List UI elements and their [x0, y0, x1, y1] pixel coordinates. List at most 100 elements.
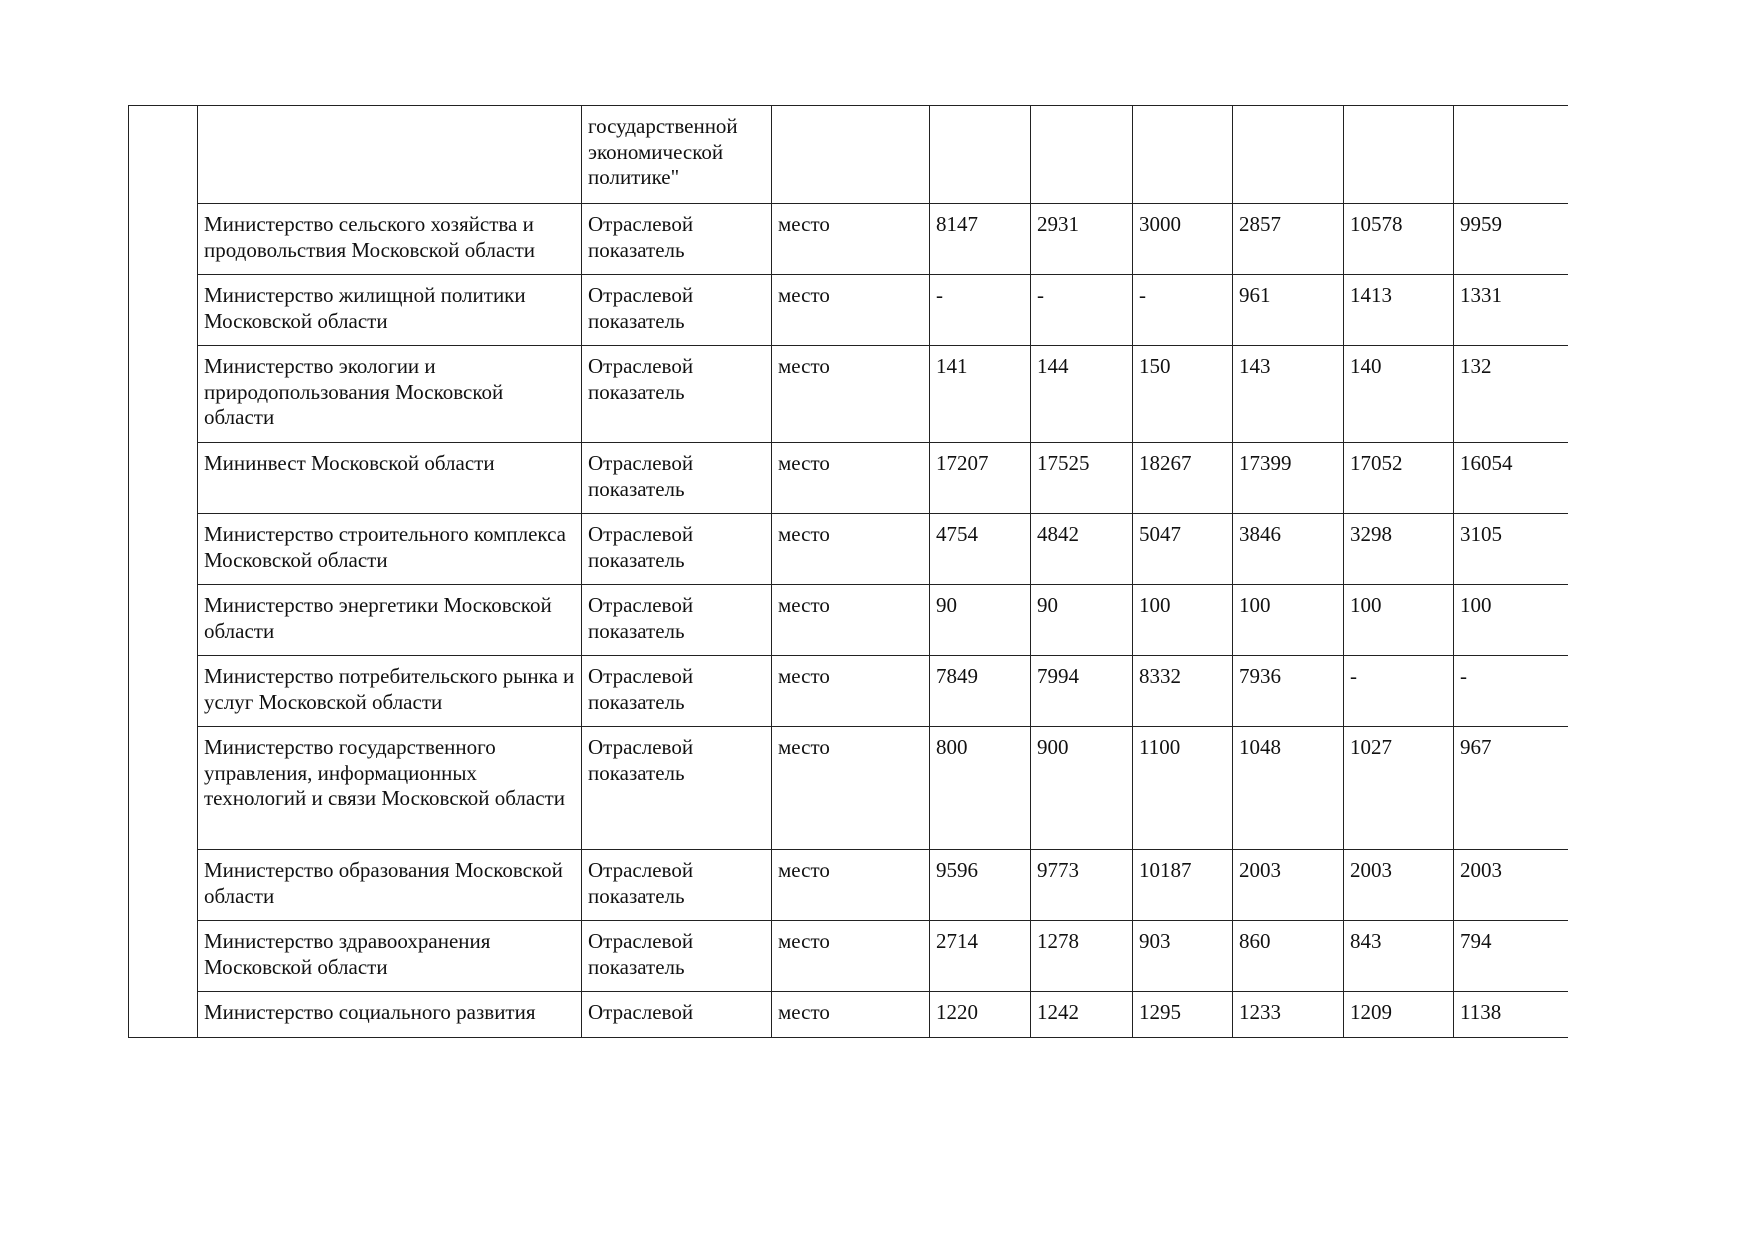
- value-cell: -: [1030, 274, 1133, 346]
- value-cell: 100: [1132, 584, 1233, 656]
- org-cell: Министерство энергетики Московской облас…: [197, 584, 582, 656]
- value-cell: 17052: [1343, 442, 1454, 514]
- org-cell: Министерство потребительского рынка и ус…: [197, 655, 582, 727]
- org-cell: Министерство здравоохранения Московской …: [197, 920, 582, 992]
- value-cell: 2003: [1232, 849, 1344, 921]
- org-cell: Министерство строительного комплекса Мос…: [197, 513, 582, 585]
- indicator-type-cell: Отраслевой показатель: [581, 849, 772, 921]
- value-cell: 90: [1030, 584, 1133, 656]
- unit-cell: место: [771, 726, 930, 850]
- value-cell: 150: [1132, 345, 1233, 443]
- table-row: Министерство образования Московской обла…: [129, 849, 1568, 921]
- value-cell: 10578: [1343, 203, 1454, 275]
- value-cell: 100: [1343, 584, 1454, 656]
- indicator-type-cell: Отраслевой показатель: [581, 726, 772, 850]
- value-cell: 1242: [1030, 991, 1133, 1038]
- indicator-type-cell: Отраслевой показатель: [581, 345, 772, 443]
- value-cell: 1100: [1132, 726, 1233, 850]
- unit-cell: место: [771, 920, 930, 992]
- value-cell: 9773: [1030, 849, 1133, 921]
- indicator-type-cell: Отраслевой показатель: [581, 203, 772, 275]
- unit-cell: место: [771, 345, 930, 443]
- value-cell: -: [929, 274, 1031, 346]
- value-cell: 18267: [1132, 442, 1233, 514]
- org-cell: Министерство образования Московской обла…: [197, 849, 582, 921]
- value-cell: 132: [1453, 345, 1568, 443]
- value-cell: 4842: [1030, 513, 1133, 585]
- table-row: Министерство государственного управления…: [129, 726, 1568, 850]
- indicator-type-cell: Отраслевой: [581, 991, 772, 1038]
- org-cell: Министерство государственного управления…: [197, 726, 582, 850]
- table-row-continuation: государственной экономической политике": [128, 105, 1568, 1038]
- value-cell: 143: [1232, 345, 1344, 443]
- table-row: Министерство социального развития Отрасле…: [129, 991, 1568, 1038]
- org-cell: Министерство социального развития: [197, 991, 582, 1038]
- value-cell: 17207: [929, 442, 1031, 514]
- value-cell: -: [1453, 655, 1568, 727]
- value-cell: 7936: [1232, 655, 1344, 727]
- unit-cell: место: [771, 513, 930, 585]
- indicator-type-cell: Отраслевой показатель: [581, 274, 772, 346]
- org-cell: Министерство экологии и природопользован…: [197, 345, 582, 443]
- value-cell: 9596: [929, 849, 1031, 921]
- value-cell: 7849: [929, 655, 1031, 727]
- value-cell: -: [1343, 655, 1454, 727]
- unit-cell: место: [771, 849, 930, 921]
- table-row: Министерство сельского хозяйства и продо…: [129, 203, 1568, 275]
- value-cell: 2003: [1453, 849, 1568, 921]
- value-cell: 1331: [1453, 274, 1568, 346]
- value-cell: 5047: [1132, 513, 1233, 585]
- value-cell: 2931: [1030, 203, 1133, 275]
- indicator-type-cell: Отраслевой показатель: [581, 584, 772, 656]
- indicator-type-cell: Отраслевой показатель: [581, 655, 772, 727]
- value-cell: 2003: [1343, 849, 1454, 921]
- value-cell: 843: [1343, 920, 1454, 992]
- value-cell: 3000: [1132, 203, 1233, 275]
- value-cell: -: [1132, 274, 1233, 346]
- table-row: Министерство строительного комплекса Мос…: [129, 513, 1568, 585]
- value-cell: 967: [1453, 726, 1568, 850]
- unit-cell: место: [771, 584, 930, 656]
- table-row: Мининвест Московской области Отраслевой п…: [129, 442, 1568, 514]
- table-row: Министерство потребительского рынка и ус…: [129, 655, 1568, 727]
- value-cell: 7994: [1030, 655, 1133, 727]
- table-row: Министерство жилищной политики Московско…: [129, 274, 1568, 346]
- value-cell: 141: [929, 345, 1031, 443]
- value-cell: 1209: [1343, 991, 1454, 1038]
- org-cell: [197, 105, 582, 204]
- value-cell: 16054: [1453, 442, 1568, 514]
- value-cell: 900: [1030, 726, 1133, 850]
- indicator-type-cell: Отраслевой показатель: [581, 513, 772, 585]
- value-cell: 1048: [1232, 726, 1344, 850]
- table-row: Министерство здравоохранения Московской …: [129, 920, 1568, 992]
- value-cell: 1413: [1343, 274, 1454, 346]
- value-cell: 800: [929, 726, 1031, 850]
- value-cell: 144: [1030, 345, 1133, 443]
- value-cell: 2714: [929, 920, 1031, 992]
- value-cell: 100: [1453, 584, 1568, 656]
- indicator-type-cell: Отраслевой показатель: [581, 442, 772, 514]
- indicator-cell: государственной экономической политике": [581, 105, 772, 204]
- value-cell: 8147: [929, 203, 1031, 275]
- value-cell: 10187: [1132, 849, 1233, 921]
- value-cell: 90: [929, 584, 1031, 656]
- value-cell: 860: [1232, 920, 1344, 992]
- unit-cell: место: [771, 203, 930, 275]
- document-page: государственной экономической политике" …: [128, 105, 1568, 1045]
- value-cell: 794: [1453, 920, 1568, 992]
- unit-cell: место: [771, 442, 930, 514]
- value-cell: 1278: [1030, 920, 1133, 992]
- value-cell: 1220: [929, 991, 1031, 1038]
- org-cell: Мининвест Московской области: [197, 442, 582, 514]
- unit-cell: место: [771, 991, 930, 1038]
- number-cell: [128, 105, 198, 1038]
- value-cell: 903: [1132, 920, 1233, 992]
- value-cell: 1233: [1232, 991, 1344, 1038]
- value-cell: 17399: [1232, 442, 1344, 514]
- value-cell: 1027: [1343, 726, 1454, 850]
- table-row: Министерство экологии и природопользован…: [129, 345, 1568, 443]
- unit-cell: место: [771, 655, 930, 727]
- indicator-type-cell: Отраслевой показатель: [581, 920, 772, 992]
- value-cell: 1138: [1453, 991, 1568, 1038]
- value-cell: 3298: [1343, 513, 1454, 585]
